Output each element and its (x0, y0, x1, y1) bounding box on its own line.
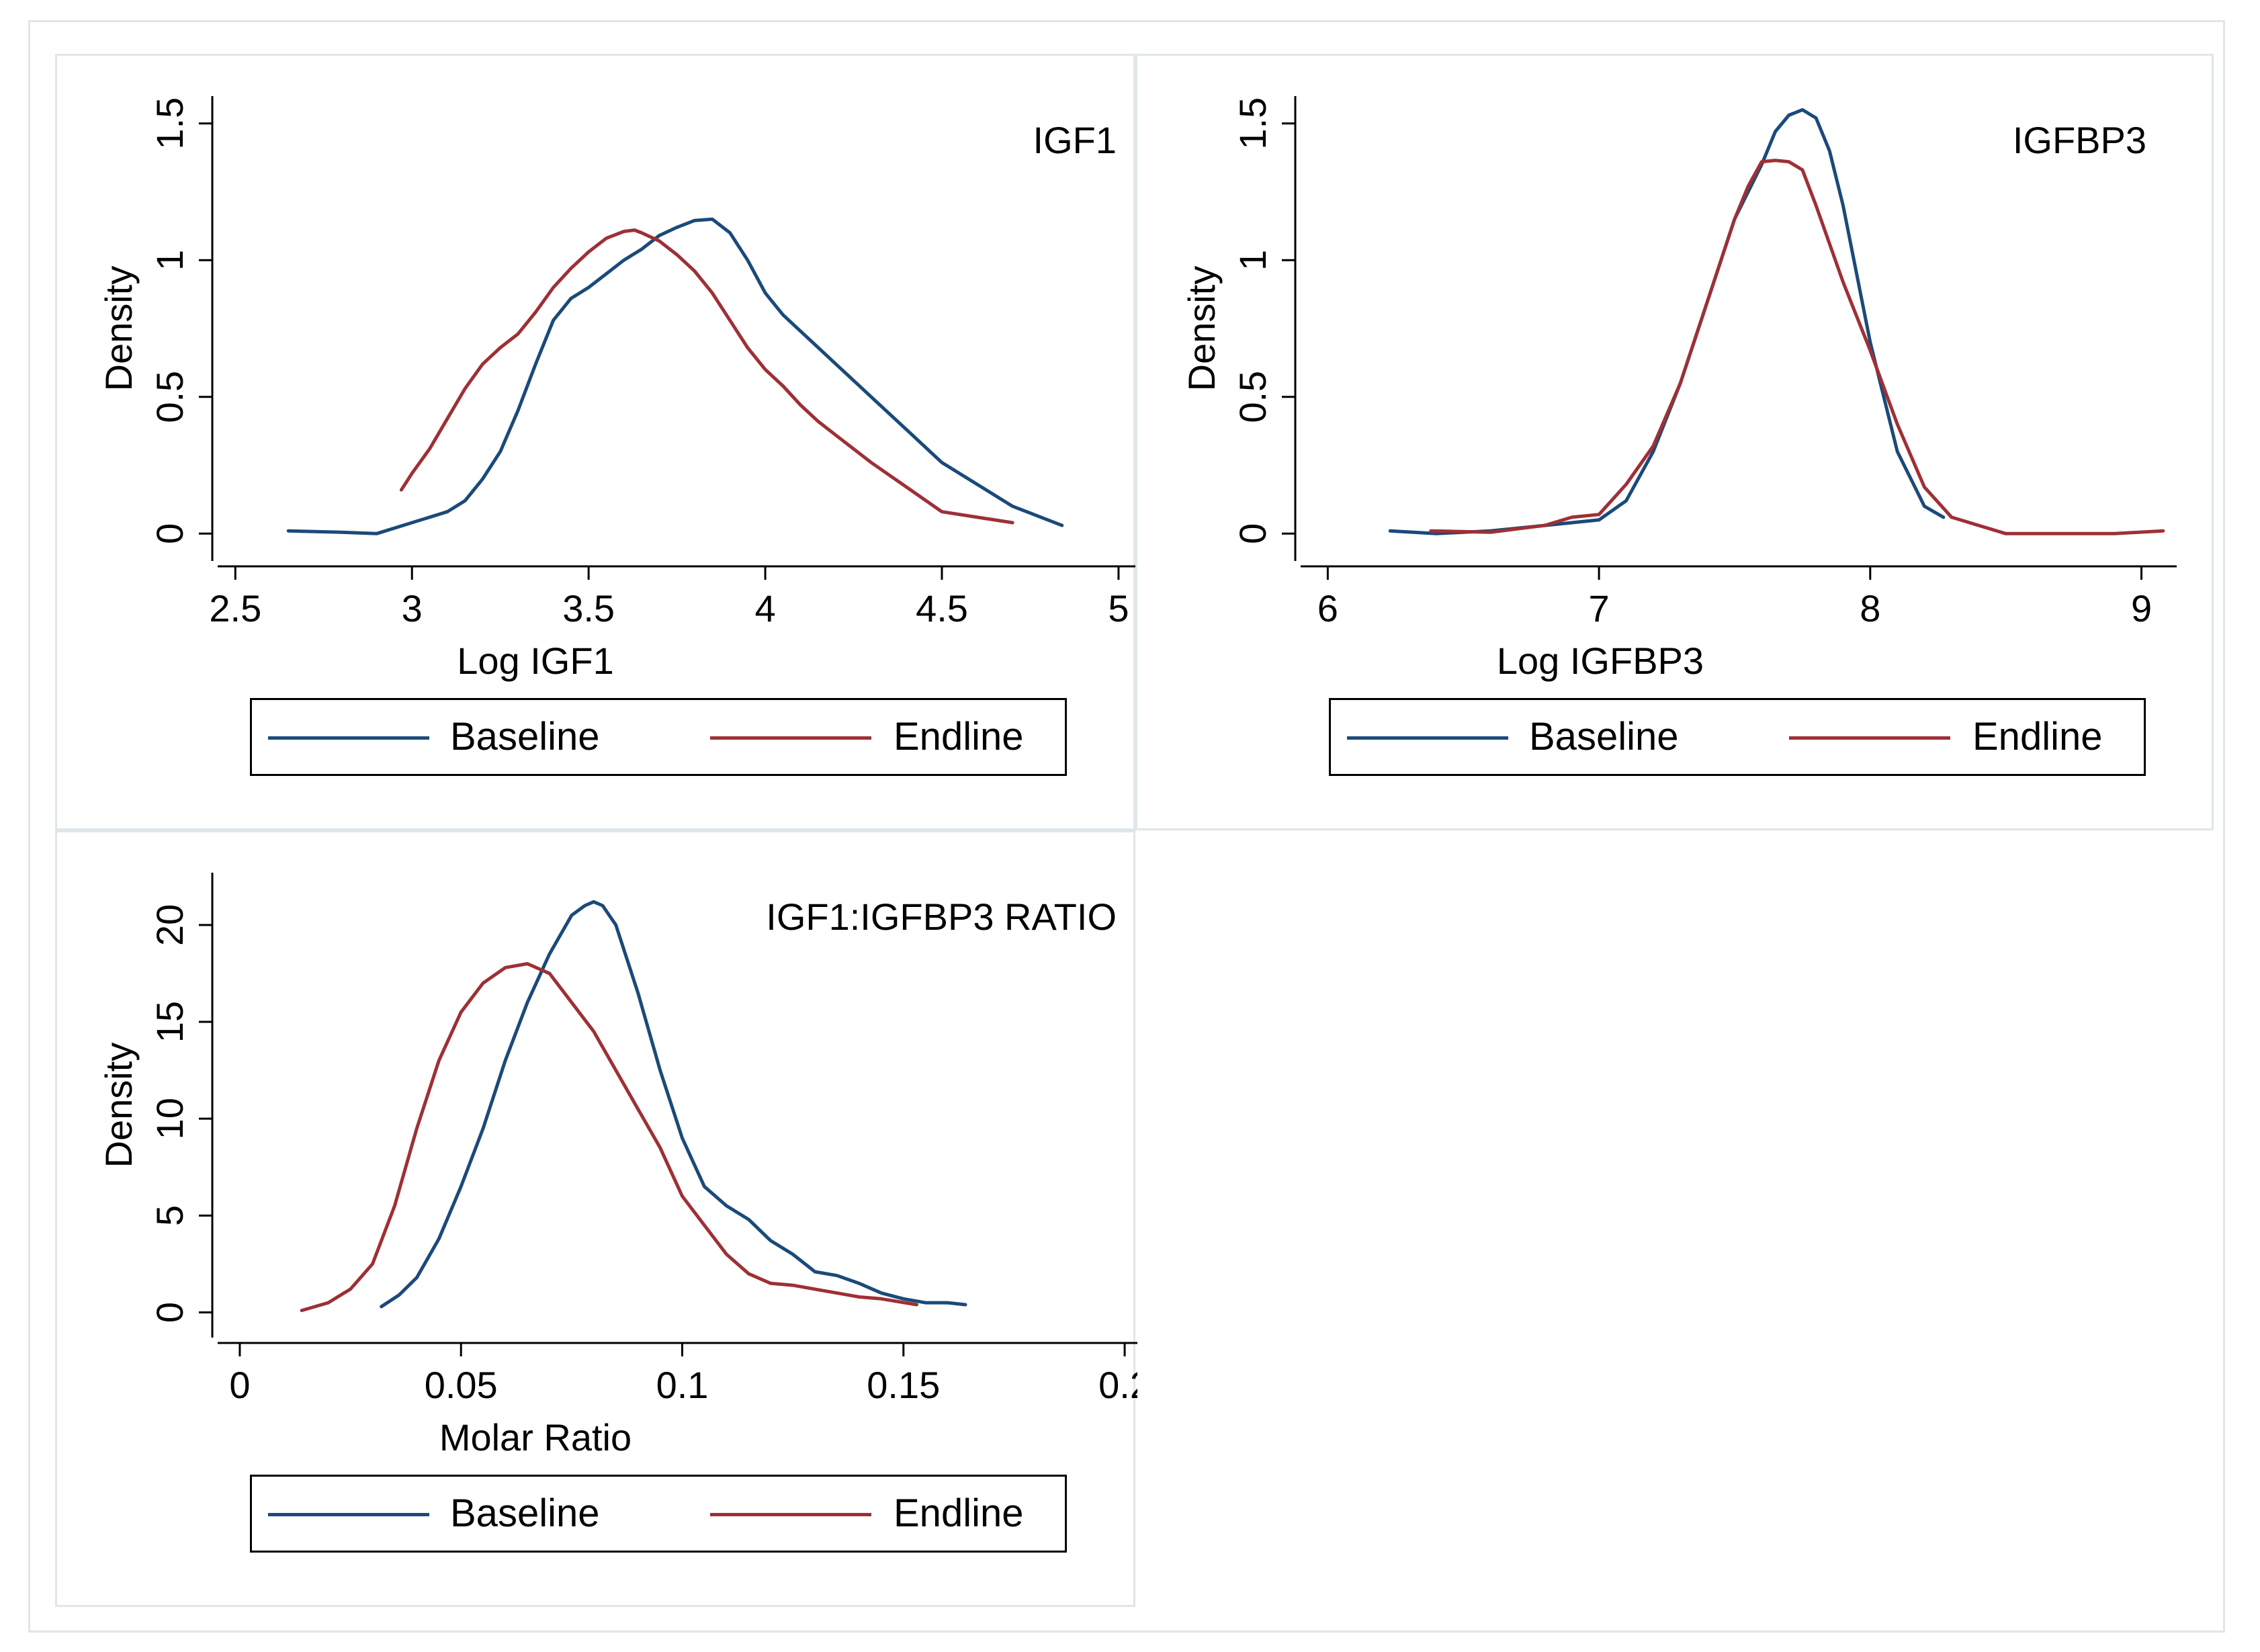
x-tick-label: 9 (2131, 587, 2152, 629)
y-tick-label: 5 (148, 1205, 191, 1226)
y-axis-label: Density (1180, 266, 1223, 392)
y-tick-label: 15 (148, 1001, 191, 1043)
legend-baseline-label: Baseline (1529, 715, 1679, 758)
series-line-baseline (1388, 107, 1946, 535)
x-tick-label: 0.15 (867, 1364, 940, 1406)
legend-endline-label: Endline (894, 1491, 1024, 1535)
chart-igf1: 2.5 3 3.5 4 4.5 5 0 0.5 1 1.5 Log IGF1 Density IGF1 (97, 96, 1137, 682)
series-line-baseline (286, 217, 1064, 535)
y-tick-label: 1.5 (148, 97, 191, 150)
x-axis-label: Log IGFBP3 (1497, 640, 1704, 682)
y-tick-label: 0 (148, 1302, 191, 1323)
chart-igfbp3: 6 7 8 9 0 0.5 1 1.5 Log IGFBP3 Density IGFBP3 (1180, 96, 2177, 682)
x-tick-label: 3 (402, 587, 423, 629)
panel-title: IGF1 (1033, 119, 1117, 161)
y-tick-label: 1.5 (1231, 97, 1274, 150)
legend-baseline-label: Baseline (450, 715, 600, 758)
x-tick-label: 2.5 (209, 587, 261, 629)
legend-ratio: Baseline Endline (250, 1475, 1067, 1553)
x-tick-label: 5 (1108, 587, 1129, 629)
y-tick-label: 0 (148, 523, 191, 544)
series-line-baseline (380, 900, 967, 1309)
x-tick-label: 0.2 (1098, 1364, 1137, 1406)
panel-igfbp3: 6 7 8 9 0 0.5 1 1.5 Log IGFBP3 Density IGFBP3 Base… (1135, 54, 2214, 830)
series-line-endline (300, 962, 918, 1313)
series-line-endline (1429, 159, 2165, 535)
legend-endline-line (710, 736, 871, 740)
y-tick-label: 20 (148, 904, 191, 946)
x-tick-label: 4.5 (916, 587, 968, 629)
y-tick-label: 10 (148, 1098, 191, 1139)
y-axis-label: Density (97, 266, 140, 392)
y-tick-label: 0 (1231, 523, 1274, 544)
x-tick-label: 3.5 (562, 587, 615, 629)
legend-baseline-line (268, 736, 429, 740)
y-axis-label: Density (97, 1043, 140, 1168)
legend-baseline-line (268, 1513, 429, 1516)
x-tick-label: 7 (1589, 587, 1610, 629)
y-tick-label: 1 (1231, 250, 1274, 271)
x-tick-label: 4 (754, 587, 775, 629)
panel-title: IGFBP3 (2013, 119, 2146, 161)
y-tick-label: 0.5 (1231, 371, 1274, 423)
x-tick-label: 0.1 (656, 1364, 709, 1406)
panel-ratio: 0 0.05 0.1 0.15 0.2 0 5 10 15 20 Molar Ratio Densit… (55, 830, 1137, 1607)
legend-igfbp3: Baseline Endline (1329, 698, 2146, 776)
figure-frame (28, 20, 2225, 1633)
legend-endline-label: Endline (1972, 715, 2103, 758)
legend-endline-label: Endline (894, 715, 1024, 758)
x-axis-label: Log IGF1 (457, 640, 613, 682)
y-tick-label: 0.5 (148, 371, 191, 423)
legend-endline-line (1789, 736, 1950, 740)
legend-endline-line (710, 1513, 871, 1516)
x-tick-label: 8 (1860, 587, 1880, 629)
legend-baseline-line (1347, 736, 1508, 740)
panel-title: IGF1:IGFBP3 RATIO (766, 896, 1117, 938)
x-tick-label: 0.05 (425, 1364, 498, 1406)
legend-igf1: Baseline Endline (250, 698, 1067, 776)
legend-baseline-label: Baseline (450, 1491, 600, 1535)
series-line-endline (399, 228, 1014, 525)
x-tick-label: 0 (229, 1364, 250, 1406)
panel-igf1: 2.5 3 3.5 4 4.5 5 0 0.5 1 1.5 Log IGF1 Density IGF1 … (55, 54, 1137, 830)
x-axis-label: Molar Ratio (439, 1416, 632, 1459)
y-tick-label: 1 (148, 250, 191, 271)
chart-ratio: 0 0.05 0.1 0.15 0.2 0 5 10 15 20 Molar Ratio Densit… (97, 873, 1137, 1459)
x-tick-label: 6 (1317, 587, 1338, 629)
